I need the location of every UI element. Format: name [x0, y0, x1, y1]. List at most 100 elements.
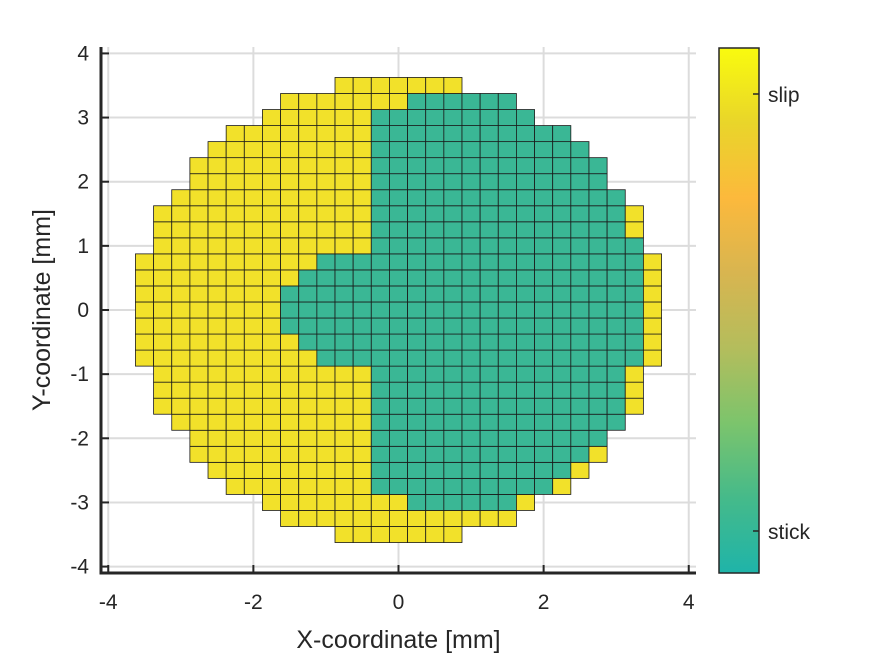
slip-cell [316, 189, 336, 207]
slip-cell [207, 397, 227, 415]
stick-cell [461, 157, 481, 175]
stick-cell [624, 317, 644, 335]
stick-cell [606, 301, 626, 319]
slip-cell [189, 285, 209, 303]
stick-cell [461, 381, 481, 399]
stick-cell [443, 397, 463, 415]
slip-cell [334, 510, 354, 527]
slip-cell [171, 413, 191, 431]
slip-cell [243, 349, 263, 367]
stick-cell [389, 253, 408, 271]
stick-cell [497, 445, 517, 463]
stick-cell [316, 269, 336, 287]
stick-cell [443, 173, 463, 191]
slip-cell [316, 365, 336, 383]
slip-cell [207, 285, 227, 303]
stick-cell [479, 109, 499, 126]
stick-cell [461, 429, 481, 447]
stick-cell [443, 365, 463, 383]
slip-cell [642, 285, 662, 303]
slip-cell [171, 317, 191, 335]
stick-cell [479, 173, 499, 191]
slip-cell [189, 397, 209, 415]
slip-cell [189, 381, 209, 399]
stick-cell [570, 429, 590, 447]
slip-cell [298, 173, 318, 191]
stick-cell [516, 157, 535, 175]
slip-cell [225, 381, 245, 399]
slip-cell [316, 397, 336, 415]
slip-cell [316, 237, 336, 255]
slip-cell [370, 526, 390, 543]
slip-cell [642, 269, 662, 287]
stick-cell [298, 285, 318, 303]
stick-cell [534, 221, 554, 239]
stick-cell [425, 429, 445, 447]
stick-cell [370, 349, 390, 367]
slip-cell [262, 317, 281, 335]
stick-cell [407, 445, 427, 463]
slip-cell [153, 237, 173, 255]
slip-cell [280, 381, 300, 399]
stick-cell [497, 349, 517, 367]
stick-cell [370, 221, 390, 239]
slip-cell [352, 221, 372, 239]
slip-cell [298, 157, 318, 175]
stick-cell [370, 445, 390, 463]
slip-cell [352, 237, 372, 255]
stick-cell [588, 285, 608, 303]
stick-cell [370, 141, 390, 159]
slip-cell [225, 397, 245, 415]
stick-cell [425, 333, 445, 351]
slip-cell [352, 125, 372, 143]
slip-cell [153, 205, 173, 223]
stick-cell [425, 189, 445, 207]
slip-cell [135, 301, 155, 319]
stick-cell [370, 301, 390, 319]
slip-cell [225, 349, 245, 367]
stick-cell [570, 285, 590, 303]
stick-cell [534, 429, 554, 447]
slip-cell [280, 397, 300, 415]
slip-cell [262, 109, 281, 126]
stick-cell [479, 285, 499, 303]
stick-cell [534, 461, 554, 479]
stick-cell [624, 333, 644, 351]
slip-cell [334, 494, 354, 511]
slip-cell [280, 494, 300, 511]
stick-cell [443, 333, 463, 351]
slip-cell [624, 365, 644, 383]
slip-cell [135, 285, 155, 303]
stick-cell [516, 237, 535, 255]
stick-cell [534, 205, 554, 223]
slip-cell [352, 365, 372, 383]
stick-cell [298, 301, 318, 319]
slip-cell [443, 510, 463, 527]
slip-cell [262, 477, 281, 495]
colorbar-ticks [753, 93, 759, 532]
stick-cell [407, 93, 427, 110]
slip-cell [352, 205, 372, 223]
stick-cell [588, 397, 608, 415]
stick-cell [552, 253, 572, 271]
slip-cell [189, 333, 209, 351]
stick-cell [570, 381, 590, 399]
stick-cell [534, 413, 554, 431]
slip-cell [298, 477, 318, 495]
stick-cell [588, 253, 608, 271]
stick-cell [461, 125, 481, 143]
stick-cell [461, 477, 481, 495]
stick-cell [516, 221, 535, 239]
slip-cell [280, 93, 300, 110]
slip-cell [298, 349, 318, 367]
stick-cell [461, 285, 481, 303]
slip-cell [316, 157, 336, 175]
slip-cell [225, 333, 245, 351]
slip-cell [370, 77, 390, 94]
stick-cell [461, 461, 481, 479]
stick-cell [425, 205, 445, 223]
stick-cell [624, 269, 644, 287]
slip-cell [225, 285, 245, 303]
slip-cell [280, 461, 300, 479]
slip-cell [262, 237, 281, 255]
